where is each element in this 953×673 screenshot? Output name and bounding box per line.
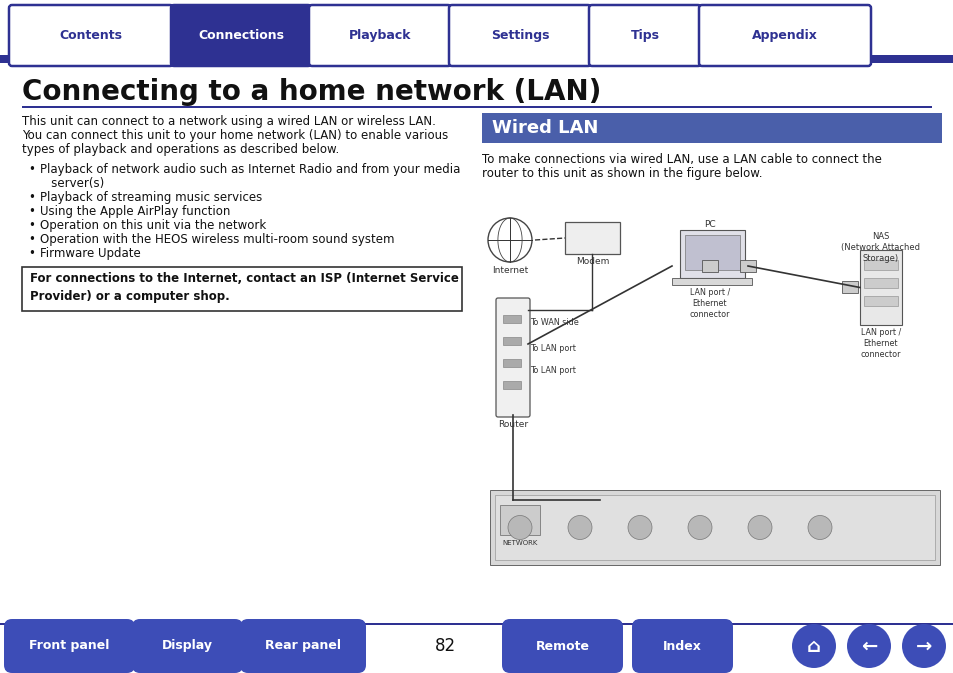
Text: Internet: Internet: [492, 266, 528, 275]
Text: server(s): server(s): [40, 177, 104, 190]
FancyBboxPatch shape: [699, 5, 870, 66]
Circle shape: [747, 516, 771, 540]
Bar: [671, 278, 751, 285]
Text: Playback: Playback: [349, 29, 411, 42]
Text: Playback of streaming music services: Playback of streaming music services: [40, 191, 262, 204]
FancyBboxPatch shape: [588, 5, 700, 66]
FancyBboxPatch shape: [631, 619, 732, 673]
Bar: [495, 495, 934, 560]
Text: ⌂: ⌂: [806, 637, 821, 656]
Text: Appendix: Appendix: [751, 29, 817, 42]
Text: Display: Display: [162, 639, 213, 653]
Text: LAN port /
Ethernet
connector: LAN port / Ethernet connector: [689, 288, 729, 319]
Bar: [863, 260, 897, 270]
Text: For connections to the Internet, contact an ISP (Internet Service
Provider) or a: For connections to the Internet, contact…: [30, 272, 458, 304]
Text: Operation on this unit via the network: Operation on this unit via the network: [40, 219, 266, 232]
Bar: [863, 296, 897, 306]
Text: To WAN side: To WAN side: [530, 318, 578, 327]
Text: Tips: Tips: [630, 29, 659, 42]
Bar: [564, 222, 619, 254]
Circle shape: [846, 624, 890, 668]
Text: Index: Index: [662, 639, 701, 653]
Bar: [499, 505, 539, 535]
Text: To LAN port: To LAN port: [530, 344, 576, 353]
Bar: [22, 106, 931, 108]
Text: Using the Apple AirPlay function: Using the Apple AirPlay function: [40, 205, 230, 218]
FancyBboxPatch shape: [171, 5, 311, 66]
Text: Rear panel: Rear panel: [265, 639, 340, 653]
Bar: [701, 260, 718, 272]
Text: Front panel: Front panel: [30, 639, 110, 653]
Text: ←: ←: [860, 637, 876, 656]
Text: Operation with the HEOS wireless multi-room sound system: Operation with the HEOS wireless multi-r…: [40, 233, 395, 246]
Circle shape: [791, 624, 835, 668]
Bar: [502, 315, 520, 323]
FancyBboxPatch shape: [9, 5, 172, 66]
FancyBboxPatch shape: [240, 619, 366, 673]
Text: This unit can connect to a network using a wired LAN or wireless LAN.: This unit can connect to a network using…: [22, 115, 436, 128]
Circle shape: [687, 516, 711, 540]
Bar: [502, 337, 520, 345]
FancyBboxPatch shape: [501, 619, 622, 673]
Text: Playback of network audio such as Internet Radio and from your media: Playback of network audio such as Intern…: [40, 163, 460, 176]
Text: router to this unit as shown in the figure below.: router to this unit as shown in the figu…: [481, 167, 761, 180]
FancyBboxPatch shape: [496, 298, 530, 417]
Bar: [22, 267, 461, 311]
Text: Connections: Connections: [198, 29, 284, 42]
Text: To LAN port: To LAN port: [530, 366, 576, 375]
Text: •: •: [28, 205, 35, 218]
Text: To make connections via wired LAN, use a LAN cable to connect the: To make connections via wired LAN, use a…: [481, 153, 881, 166]
Text: Connecting to a home network (LAN): Connecting to a home network (LAN): [22, 78, 600, 106]
Bar: [841, 281, 857, 293]
Text: Wired LAN: Wired LAN: [492, 119, 598, 137]
Bar: [481, 113, 941, 143]
Text: •: •: [28, 163, 35, 176]
Bar: [502, 381, 520, 389]
Bar: [679, 230, 744, 278]
Text: Contents: Contents: [59, 29, 122, 42]
Text: Modem: Modem: [576, 257, 609, 266]
Circle shape: [807, 516, 831, 540]
Text: You can connect this unit to your home network (LAN) to enable various: You can connect this unit to your home n…: [22, 129, 448, 142]
Bar: [0, 623, 953, 625]
FancyBboxPatch shape: [132, 619, 243, 673]
FancyBboxPatch shape: [309, 5, 451, 66]
Text: Firmware Update: Firmware Update: [40, 247, 141, 260]
Bar: [0, 55, 953, 63]
Bar: [859, 250, 901, 325]
Circle shape: [627, 516, 651, 540]
Text: NETWORK: NETWORK: [502, 540, 537, 546]
Text: →: →: [915, 637, 931, 656]
Bar: [684, 235, 740, 270]
Text: Router: Router: [497, 420, 528, 429]
Text: LAN port /
Ethernet
connector: LAN port / Ethernet connector: [860, 328, 901, 359]
Bar: [490, 490, 939, 565]
Text: •: •: [28, 233, 35, 246]
Circle shape: [567, 516, 592, 540]
FancyBboxPatch shape: [4, 619, 135, 673]
Circle shape: [901, 624, 945, 668]
Bar: [863, 278, 897, 288]
FancyBboxPatch shape: [449, 5, 590, 66]
Text: NAS
(Network Attached
Storage): NAS (Network Attached Storage): [841, 232, 920, 263]
Text: 82: 82: [434, 637, 456, 655]
Text: •: •: [28, 191, 35, 204]
Text: types of playback and operations as described below.: types of playback and operations as desc…: [22, 143, 339, 156]
Text: Settings: Settings: [490, 29, 549, 42]
Text: •: •: [28, 219, 35, 232]
Circle shape: [507, 516, 532, 540]
Bar: [740, 260, 755, 272]
Text: •: •: [28, 247, 35, 260]
Bar: [502, 359, 520, 367]
Text: PC: PC: [703, 220, 715, 229]
Text: Remote: Remote: [535, 639, 589, 653]
